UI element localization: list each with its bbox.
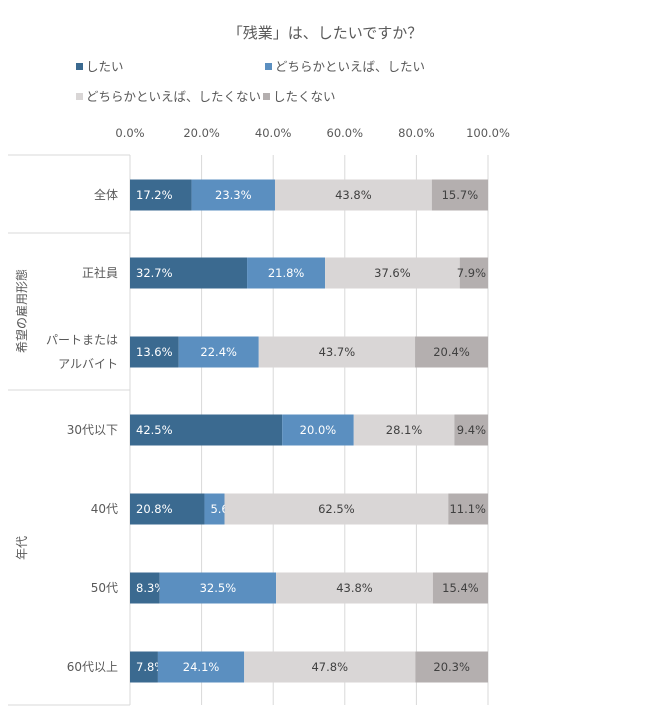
data-label: 47.8% — [311, 660, 348, 674]
data-label: 22.4% — [200, 345, 237, 359]
bar-segment — [325, 257, 460, 289]
data-label: 11.1% — [449, 502, 486, 516]
category-label: 40代 — [91, 502, 118, 516]
data-label: 9.4% — [457, 423, 486, 437]
bar-segment — [130, 257, 248, 289]
category-label: 60代以上 — [67, 660, 118, 674]
data-label: 43.8% — [336, 581, 373, 595]
data-label: 20.0% — [300, 423, 337, 437]
legend-label: どちらかといえば、したくない — [86, 89, 261, 104]
data-label: 43.8% — [335, 188, 372, 202]
data-label: 43.7% — [319, 345, 356, 359]
x-tick-label: 60.0% — [327, 126, 364, 140]
data-label: 15.7% — [442, 188, 479, 202]
data-label: 20.3% — [433, 660, 470, 674]
bar-segment — [130, 572, 160, 604]
bar-segment — [282, 414, 354, 446]
bar-segment — [130, 651, 158, 683]
bar-segment — [159, 572, 277, 604]
chart-title: 「残業」は、したいですか？ — [228, 24, 423, 42]
bar-segment — [130, 493, 205, 525]
x-axis-ticks: 0.0% 20.0% 40.0% 60.0% 80.0% 100.0% — [115, 126, 510, 140]
bar-segment — [353, 414, 455, 446]
category-label: 正社員 — [82, 265, 118, 280]
category-label: 50代 — [91, 581, 118, 595]
data-label: 17.2% — [136, 188, 173, 202]
data-label: 20.4% — [433, 345, 470, 359]
bar-segment — [130, 414, 283, 446]
x-tick-label: 80.0% — [398, 126, 435, 140]
bar-segment — [258, 336, 416, 368]
bar-segment — [454, 414, 488, 446]
x-tick-label: 20.0% — [183, 126, 220, 140]
bar-segment — [432, 572, 488, 604]
legend-marker — [76, 93, 83, 100]
group-label: 希望の雇用形態 — [14, 269, 29, 353]
bar-segment — [130, 336, 179, 368]
bar-segment — [431, 179, 488, 211]
legend-marker — [76, 63, 83, 70]
bar-segment — [244, 651, 416, 683]
group-label: 年代 — [15, 536, 29, 560]
data-label: 23.3% — [215, 188, 252, 202]
legend-label: どちらかといえば、したい — [275, 59, 425, 74]
x-tick-label: 40.0% — [255, 126, 292, 140]
bar-segment — [130, 179, 192, 211]
bar-segment — [276, 572, 433, 604]
bar-segment — [274, 179, 432, 211]
data-label: 62.5% — [318, 502, 355, 516]
bar-segment — [204, 493, 225, 525]
category-label: 全体 — [94, 187, 118, 202]
data-label: 24.1% — [183, 660, 220, 674]
bar-segment — [459, 257, 488, 289]
data-label: 8.3% — [136, 581, 165, 595]
category-label: 30代以下 — [67, 423, 118, 437]
data-label: 7.9% — [457, 266, 486, 280]
legend-label: したい — [86, 59, 124, 74]
x-tick-label: 0.0% — [115, 126, 144, 140]
data-label: 37.6% — [374, 266, 411, 280]
x-tick-label: 100.0% — [466, 126, 510, 140]
data-label: 32.7% — [136, 266, 173, 280]
bar-segment — [178, 336, 259, 368]
data-label: 32.5% — [200, 581, 237, 595]
data-label: 21.8% — [268, 266, 305, 280]
bar-segment — [191, 179, 275, 211]
category-label: アルバイト — [58, 357, 118, 371]
legend-label: したくない — [273, 89, 336, 104]
bar-segment — [247, 257, 326, 289]
bar-segment — [415, 651, 488, 683]
bar-segment — [415, 336, 488, 368]
legend-marker — [265, 63, 272, 70]
bar-segment — [448, 493, 488, 525]
data-label: 13.6% — [136, 345, 173, 359]
data-label: 28.1% — [386, 423, 423, 437]
category-label: パートまたは — [46, 333, 118, 347]
bars: 17.2% 23.3% 43.8% 15.7% 32.7% 21.8% 37.6% 7.9% 1… — [130, 179, 488, 683]
bar-segment — [157, 651, 245, 683]
data-label: 42.5% — [136, 423, 173, 437]
data-label: 20.8% — [136, 502, 173, 516]
data-label: 15.4% — [442, 581, 479, 595]
bar-segment — [224, 493, 449, 525]
legend-marker — [263, 93, 270, 100]
